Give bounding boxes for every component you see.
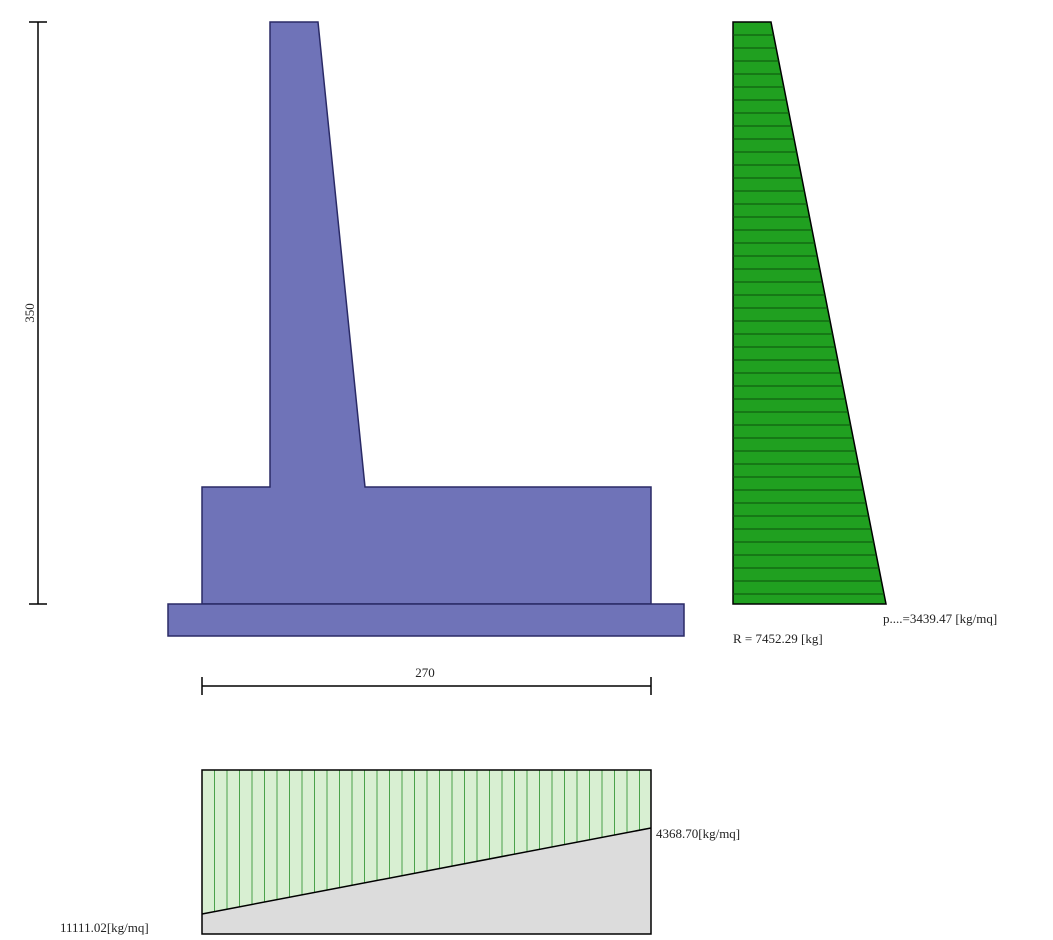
resultant-label: R = 7452.29 [kg] [733, 631, 823, 646]
base-pressure-outline [201, 769, 652, 935]
base-pressure-hatch [214, 770, 640, 912]
height-dimension-label: 350 [22, 303, 37, 323]
wall-stem-and-heel [201, 21, 652, 605]
width-dimension-label: 270 [415, 665, 435, 680]
pressure-line [201, 827, 652, 915]
lateral-pressure-area [732, 21, 887, 605]
base-left-pressure-label: 11111.02[kg/mq] [60, 920, 149, 935]
base-right-pressure-label: 4368.70[kg/mq] [656, 826, 740, 841]
wall-section [167, 21, 685, 637]
soil-reaction-area [202, 828, 651, 934]
base-pressure-diagram: 11111.02[kg/mq] 4368.70[kg/mq] [60, 769, 740, 935]
lateral-pressure-hatch [733, 34, 885, 595]
wall-footing [167, 603, 685, 637]
max-pressure-label: p....=3439.47 [kg/mq] [883, 611, 997, 626]
width-dimension: 270 [201, 665, 652, 695]
lateral-pressure-diagram: p....=3439.47 [kg/mq] R = 7452.29 [kg] [732, 21, 997, 646]
height-dimension: 350 [22, 21, 47, 605]
